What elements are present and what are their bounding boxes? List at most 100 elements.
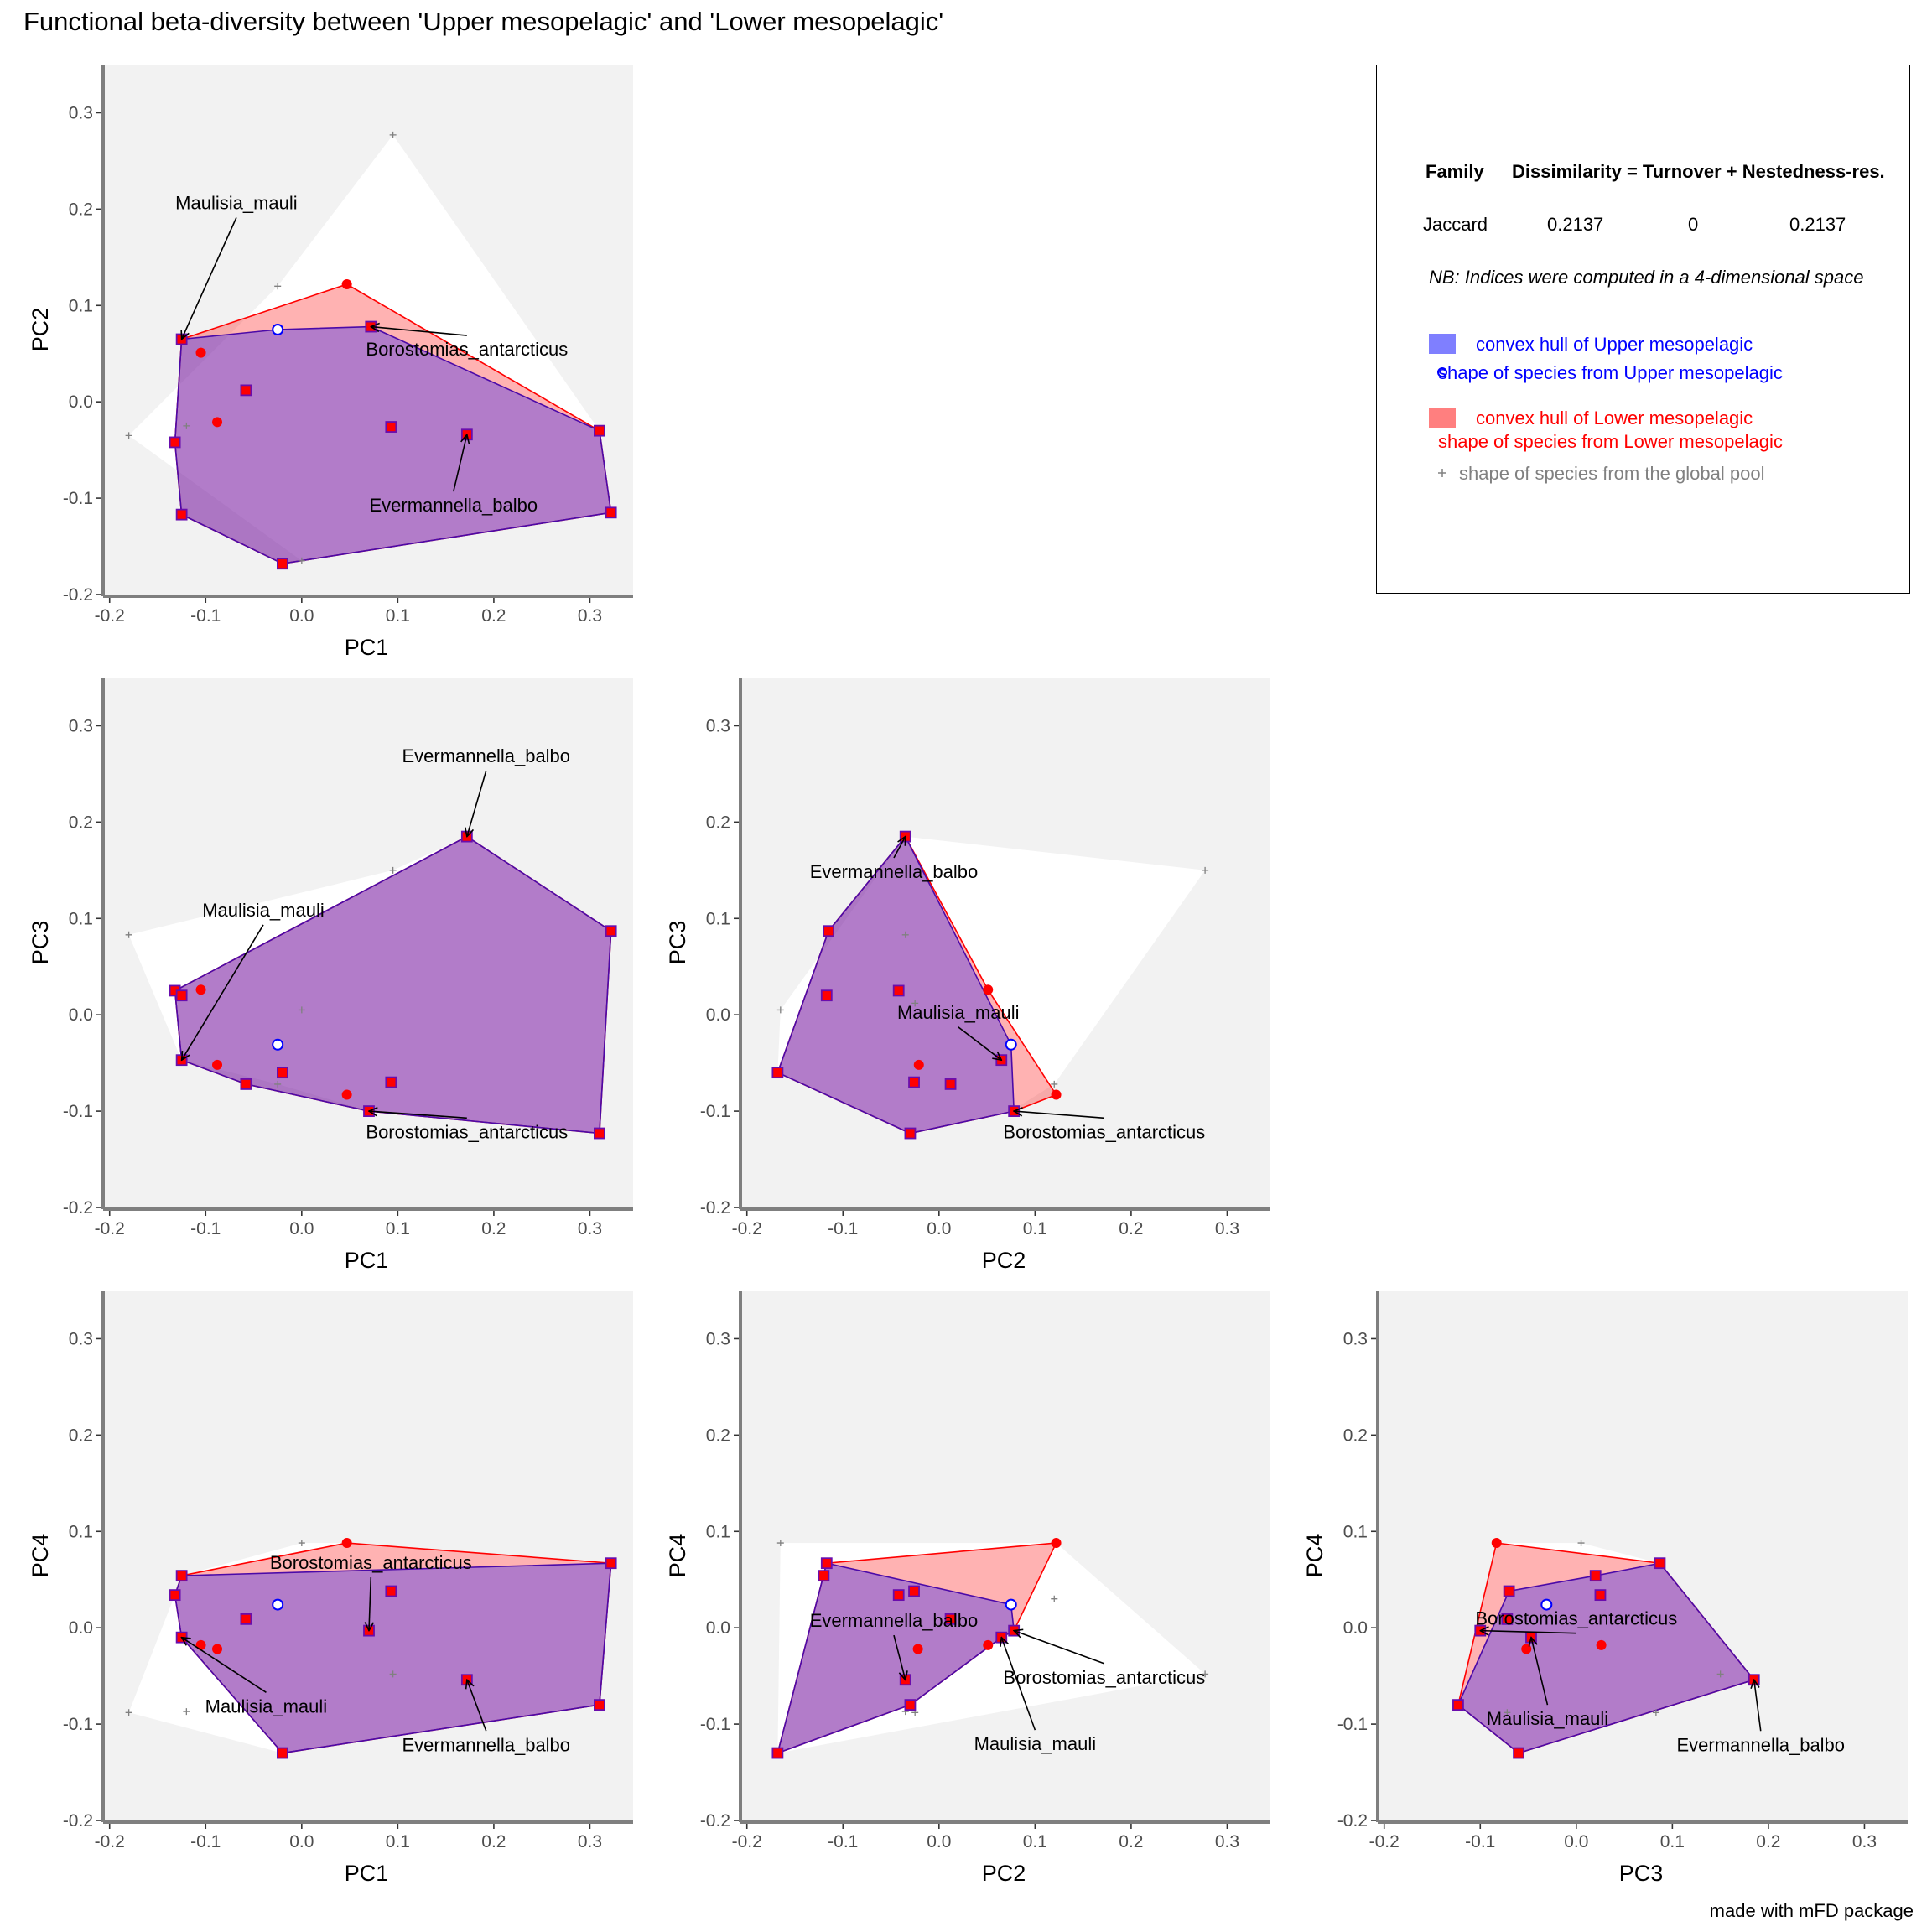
global-pool-point — [298, 1540, 305, 1547]
global-pool-point — [1504, 1709, 1511, 1716]
y-tick-label: -0.2 — [700, 1198, 730, 1218]
x-tick-label: 0.3 — [1215, 1219, 1239, 1239]
species-label-arrow — [893, 837, 906, 859]
legend-header-family: Family — [1426, 161, 1484, 182]
x-tick-label: 0.1 — [1023, 1832, 1047, 1852]
y-axis-label: PC4 — [28, 1534, 53, 1578]
species-label: Maulisia_mauli — [202, 900, 325, 921]
y-tick-label: 0.0 — [69, 1618, 93, 1638]
x-tick-label: -0.1 — [190, 1219, 221, 1239]
species-label: Borostomias_antarcticus — [1003, 1121, 1205, 1142]
panel-pc1-pc3: -0.2-0.2 -0.1 -0.1 0.0 0.0 0.1 0.1 0.2 0.2 0.3 0.3… — [28, 678, 633, 1273]
x-tick-label: 0.2 — [481, 1219, 506, 1239]
species-label-arrow — [453, 434, 467, 492]
global-pool-point — [901, 931, 909, 938]
lower-species-point — [1521, 1644, 1532, 1654]
x-tick-label: -0.1 — [828, 1832, 858, 1852]
species-label: Evermannella_balbo — [402, 745, 570, 766]
shared-species-point — [385, 421, 397, 433]
y-tick-label: 0.2 — [1343, 1426, 1368, 1445]
y-axis-label: PC4 — [1302, 1534, 1327, 1578]
y-axis-label: PC2 — [28, 308, 53, 352]
y-tick-label: 0.1 — [69, 1522, 93, 1541]
x-tick-label: 0.3 — [578, 606, 602, 626]
species-label: Borostomias_antarcticus — [366, 339, 568, 360]
x-tick-label: 0.0 — [927, 1832, 951, 1852]
lower-species-point — [912, 1644, 923, 1654]
global-pool-hull — [128, 1543, 611, 1753]
shared-species-point — [175, 989, 188, 1002]
legend-upper-shape: shape of species from Upper mesopelagic — [1438, 362, 1783, 383]
legend-note: NB: Indices were computed in a 4-dimensi… — [1429, 267, 1864, 288]
y-tick-label: -0.2 — [63, 1811, 93, 1831]
upper-species-point — [272, 1038, 284, 1051]
global-pool-point — [389, 866, 397, 874]
global-pool-point — [125, 432, 132, 439]
y-tick-label: 0.3 — [69, 716, 93, 735]
legend-header-dissimilarity: Dissimilarity = Turnover + Nestedness-re… — [1512, 161, 1885, 182]
shared-species-point — [771, 1067, 784, 1079]
global-pool-point — [125, 931, 132, 938]
y-tick-label: -0.1 — [63, 1715, 93, 1734]
global-pool-hull — [777, 836, 1206, 1134]
legend-lower-shape: shape of species from Lower mesopelagic — [1438, 431, 1783, 452]
shared-species-point — [605, 1557, 617, 1570]
global-pool-point — [776, 1540, 784, 1547]
global-pool-point — [1577, 1540, 1585, 1547]
upper-species-point — [1005, 1038, 1017, 1051]
species-label: Maulisia_mauli — [205, 1696, 328, 1716]
x-axis-label: PC1 — [345, 635, 389, 660]
shared-species-point — [1513, 1747, 1524, 1759]
legend-box: Family Dissimilarity = Turnover + Nested… — [1376, 65, 1910, 594]
lower-species-point — [1051, 1538, 1062, 1549]
lower-species-point — [212, 1644, 223, 1654]
species-label: Evermannella_balbo — [402, 1734, 570, 1755]
lower-species-point — [212, 417, 223, 428]
y-tick-label: 0.3 — [69, 1329, 93, 1348]
shared-species-point — [169, 436, 181, 449]
x-tick-label: -0.1 — [828, 1219, 858, 1239]
x-axis-label: PC2 — [982, 1861, 1026, 1886]
panel-background — [1379, 1291, 1908, 1820]
shared-species-point — [1501, 1613, 1514, 1625]
legend-row-nestedness: 0.2137 — [1789, 214, 1846, 235]
species-label: Evermannella_balbo — [810, 861, 979, 882]
y-tick-label: 0.1 — [69, 296, 93, 315]
x-tick-label: 0.2 — [481, 606, 506, 626]
species-label: Maulisia_mauli — [175, 192, 298, 213]
x-tick-label: 0.1 — [386, 1832, 410, 1852]
y-tick-label: 0.1 — [706, 1522, 730, 1541]
species-label-arrow — [182, 924, 264, 1060]
y-tick-label: 0.2 — [69, 813, 93, 832]
shared-species-point — [944, 1078, 957, 1090]
shared-species-point — [904, 1699, 917, 1711]
lower-species-point — [1051, 1089, 1062, 1100]
x-tick-label: 0.2 — [1119, 1219, 1143, 1239]
shared-species-point — [823, 925, 834, 937]
global-pool-point — [274, 283, 282, 290]
global-pool-point — [1202, 866, 1209, 874]
shared-species-point — [169, 1589, 181, 1602]
shared-species-point — [385, 1585, 397, 1597]
legend-lower-hull: convex hull of Lower mesopelagic — [1476, 408, 1753, 428]
species-label-arrow — [893, 1634, 906, 1680]
x-tick-label: 0.3 — [1215, 1832, 1239, 1852]
lower-species-point — [983, 984, 994, 995]
species-label-arrow — [467, 770, 487, 836]
x-tick-label: 0.0 — [289, 1832, 314, 1852]
y-tick-label: -0.2 — [63, 1198, 93, 1218]
upper-species-point — [272, 324, 284, 335]
y-tick-label: -0.1 — [1337, 1715, 1368, 1734]
x-tick-label: 0.2 — [481, 1832, 506, 1852]
shared-species-point — [385, 1076, 397, 1088]
shared-species-point — [818, 1570, 830, 1582]
lower-species-point — [212, 1059, 223, 1070]
species-label: Maulisia_mauli — [1487, 1708, 1609, 1729]
x-axis-label: PC2 — [982, 1248, 1026, 1273]
x-tick-label: -0.2 — [732, 1832, 762, 1852]
lower-species-point — [195, 1639, 206, 1650]
y-tick-label: 0.0 — [706, 1618, 730, 1638]
shared-species-point — [277, 558, 288, 570]
y-tick-label: 0.0 — [1343, 1618, 1368, 1638]
global-pool-point — [911, 1000, 919, 1007]
